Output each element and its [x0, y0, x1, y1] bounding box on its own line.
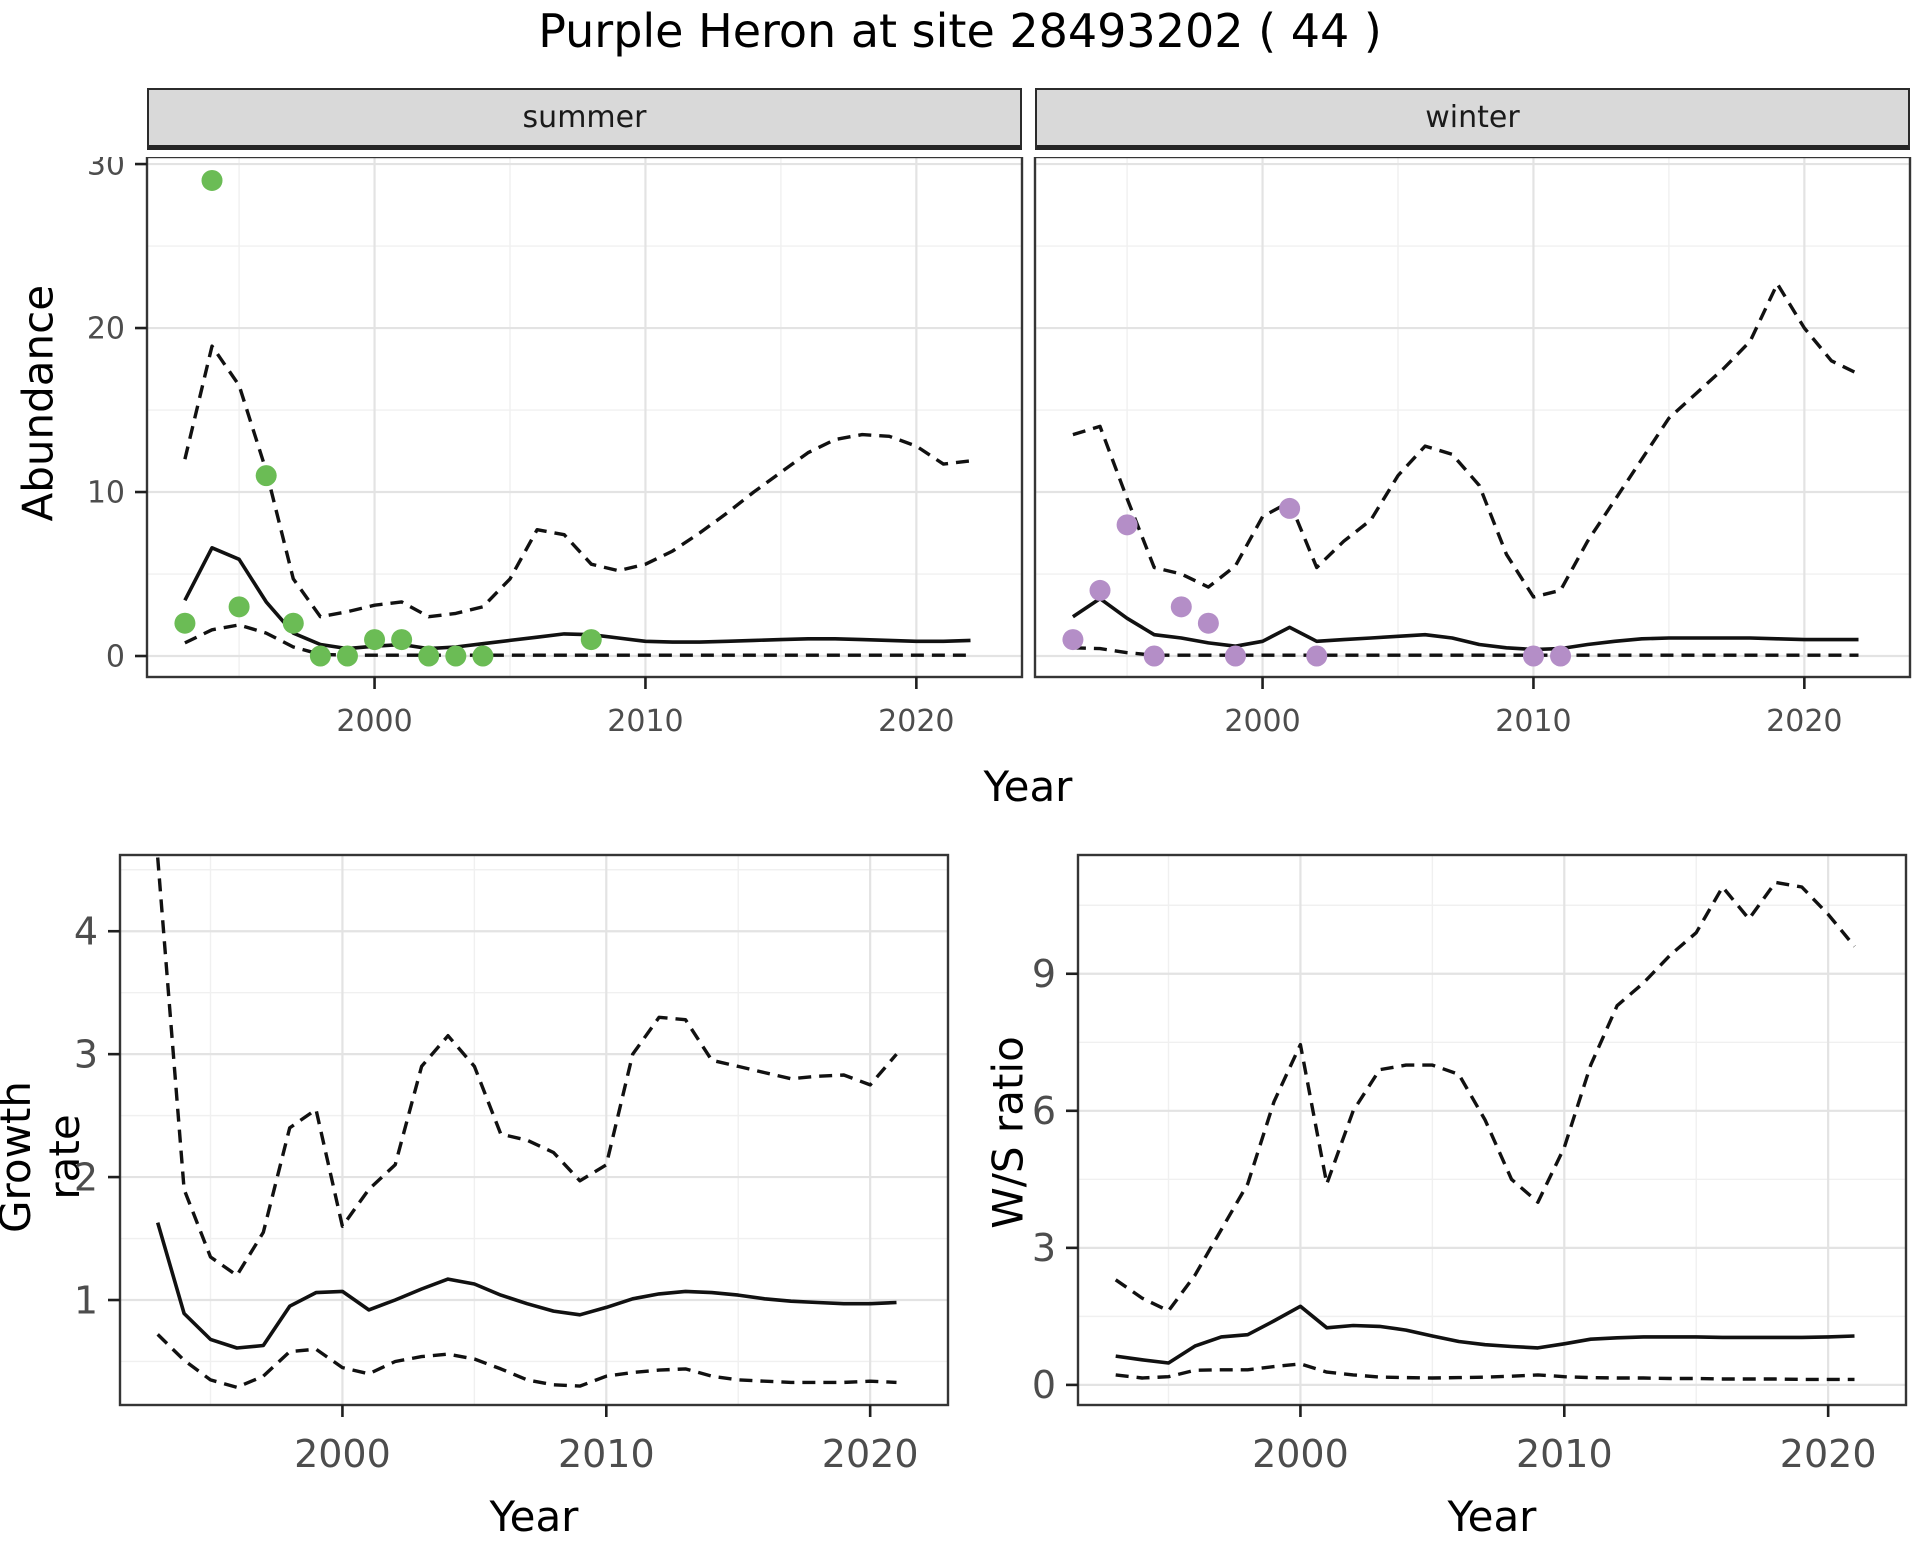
growth-rate-panel-canvas: 2000 2010 2020 1 2 3 4 [74, 853, 950, 1476]
x-axis-tick-label: 2010 [607, 704, 683, 739]
panel-border [145, 157, 1024, 679]
facet-strip-summer-label: summer [522, 100, 647, 135]
y-axis-tick-label: 4 [74, 910, 98, 954]
panel-border [1033, 157, 1912, 679]
growth-year-axis-title: Year [489, 1492, 579, 1541]
observation-point [255, 465, 277, 487]
ws-year-axis-title: Year [1447, 1492, 1537, 1541]
observation-point [1279, 497, 1301, 519]
series-lower_ci [156, 1333, 897, 1389]
observation-point [201, 169, 223, 191]
x-axis-tick-label: 2000 [1224, 704, 1300, 739]
observation-point [580, 629, 602, 651]
facet-strip-winter: winter [1035, 88, 1910, 150]
x-axis-tick-label: 2020 [878, 704, 954, 739]
observation-point [445, 645, 467, 667]
y-axis-tick-label: 10 [87, 476, 125, 511]
series-upper_ci [1072, 282, 1860, 599]
y-axis-tick-label: 30 [87, 157, 125, 183]
observation-point [1550, 645, 1572, 667]
observation-point [1197, 612, 1219, 634]
observation-point [1062, 629, 1084, 651]
series-upper_ci [1114, 880, 1856, 1313]
x-axis-tick-label: 2000 [1252, 1432, 1349, 1476]
observation-point [336, 645, 358, 667]
x-axis-tick-label: 2010 [1495, 704, 1571, 739]
panel-border [118, 853, 950, 1407]
observation-point [174, 612, 196, 634]
observation-point [1224, 645, 1246, 667]
y-axis-tick-label: 9 [1032, 952, 1056, 996]
series-median [1115, 1304, 1855, 1365]
y-axis-tick-label: 20 [87, 312, 125, 347]
observation-point [1522, 645, 1544, 667]
series-lower_ci [1072, 646, 1859, 657]
observation-point [228, 596, 250, 618]
observation-point [472, 645, 494, 667]
abundance-panels-canvas: 2000 2010 2020 0 10 20 30 2000 2010 2020 [87, 157, 1912, 739]
panel-border [1076, 853, 1908, 1407]
observation-point [1143, 645, 1165, 667]
y-axis-tick-label: 0 [106, 640, 125, 675]
series-upper_ci [183, 344, 971, 619]
observation-point [1089, 579, 1111, 601]
y-axis-tick-label: 3 [74, 1032, 98, 1076]
observation-point [364, 629, 386, 651]
observation-point [1170, 596, 1192, 618]
observation-point [282, 612, 304, 634]
series-lower_ci [1115, 1362, 1855, 1382]
series-median [183, 545, 971, 651]
y-axis-tick-label: 2 [74, 1155, 98, 1199]
facet-strip-summer: summer [147, 88, 1022, 150]
x-axis-tick-label: 2010 [1516, 1432, 1613, 1476]
observation-point [418, 645, 440, 667]
y-axis-tick-label: 1 [74, 1278, 98, 1322]
series-lower_ci [184, 623, 971, 657]
x-axis-tick-label: 2020 [1780, 1432, 1877, 1476]
x-axis-tick-label: 2020 [1766, 704, 1842, 739]
y-axis-tick-label: 3 [1032, 1226, 1056, 1270]
x-axis-tick-label: 2010 [558, 1432, 655, 1476]
x-axis-tick-label: 2020 [822, 1432, 919, 1476]
observation-point [391, 629, 413, 651]
series-median [1071, 596, 1859, 652]
plot-title: Purple Heron at site 28493202 ( 44 ) [538, 4, 1382, 58]
facet-strip-winter-label: winter [1425, 100, 1520, 135]
series-upper_ci [156, 857, 898, 1278]
observation-point [1116, 514, 1138, 536]
ws-ratio-panel-canvas: 2000 2010 2020 0 3 6 9 [1032, 853, 1908, 1476]
y-axis-tick-label: 0 [1032, 1363, 1056, 1407]
observation-point [309, 645, 331, 667]
series-median [155, 1222, 897, 1350]
x-axis-tick-label: 2000 [336, 704, 412, 739]
top-year-axis-title: Year [983, 762, 1073, 811]
y-axis-tick-label: 6 [1032, 1089, 1056, 1133]
x-axis-tick-label: 2000 [294, 1432, 391, 1476]
observation-point [1306, 645, 1328, 667]
